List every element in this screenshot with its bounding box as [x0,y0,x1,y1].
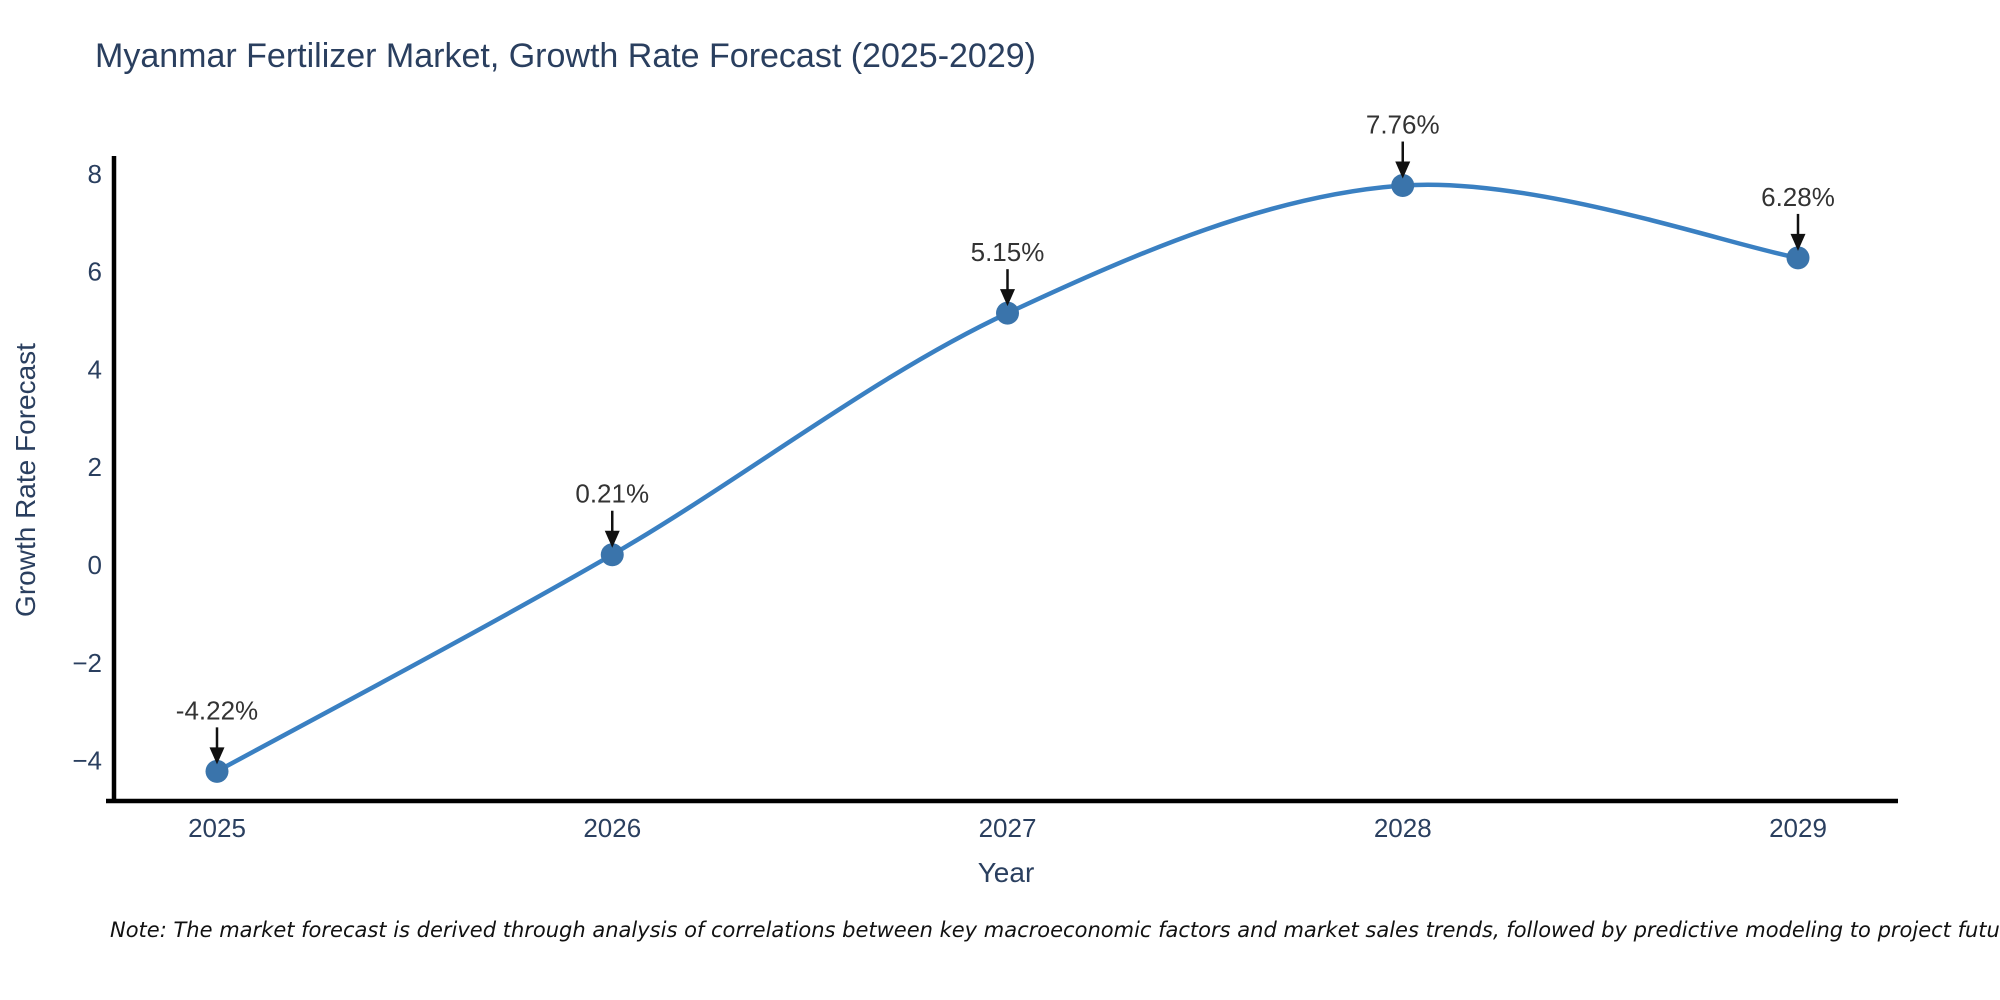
annotation-label: 7.76% [1366,110,1440,140]
x-tick-label: 2028 [1374,813,1432,843]
data-point-marker [996,301,1019,325]
annotation-arrow-head [209,747,225,765]
annotation-arrow-head [1000,289,1015,307]
annotation-arrow-head [604,530,620,548]
chart-title: Myanmar Fertilizer Market, Growth Rate F… [95,37,1036,75]
y-tick-label: −2 [72,648,102,678]
y-tick-label: 2 [88,452,102,482]
x-tick-label: 2027 [979,813,1037,843]
data-point-marker [600,543,624,567]
data-point-marker [205,759,229,783]
footnote: Note: The market forecast is derived thr… [110,918,2000,942]
data-point-marker [1391,174,1415,198]
x-axis-title: Year [977,857,1035,888]
x-tick-label: 2026 [583,813,641,843]
x-tick-label: 2029 [1769,813,1827,843]
y-tick-label: 8 [88,159,102,189]
y-tick-label: −4 [72,746,102,776]
annotation-label: 5.15% [971,237,1045,267]
annotation-label: 6.28% [1761,182,1835,212]
y-tick-label: 0 [88,550,102,580]
annotation-arrow-head [1790,233,1806,251]
annotation-label: -4.22% [176,695,258,725]
y-tick-label: 6 [88,257,102,287]
annotation-label: 0.21% [575,479,649,509]
data-point-marker [1786,246,1810,270]
annotation-arrow-head [1395,161,1411,179]
x-tick-label: 2025 [188,813,246,843]
y-tick-label: 4 [88,354,102,384]
